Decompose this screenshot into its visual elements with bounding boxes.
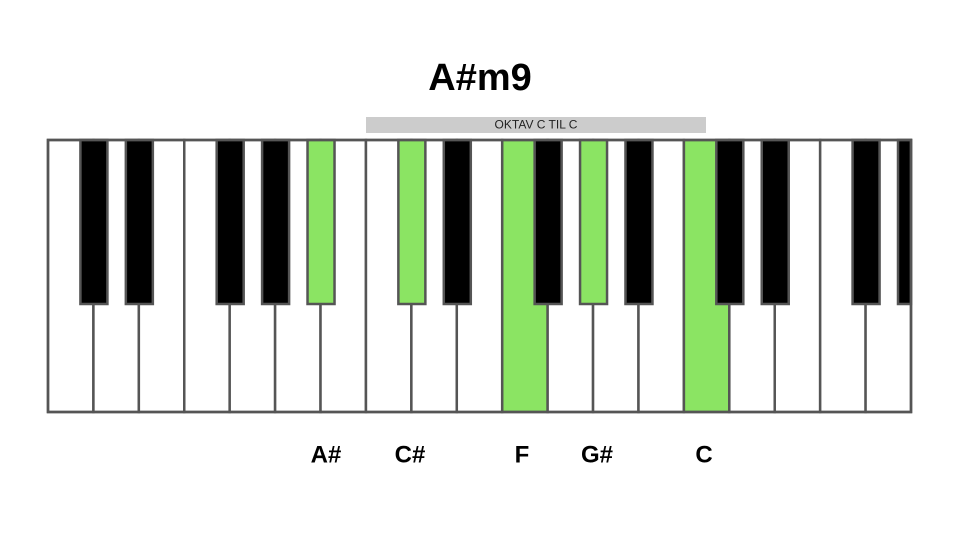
black-key xyxy=(260,138,291,306)
note-label: C xyxy=(695,441,712,468)
keyboard-frame xyxy=(46,138,913,414)
black-key xyxy=(760,138,790,306)
note-label: G# xyxy=(581,441,613,468)
octave-bar xyxy=(366,117,706,133)
note-label: A# xyxy=(311,441,342,468)
black-key xyxy=(442,138,473,306)
octave-label: OKTAV C TIL C xyxy=(495,118,578,132)
chord-title: A#m9 xyxy=(428,57,532,99)
black-key xyxy=(79,138,109,306)
black-key xyxy=(306,138,336,306)
black-key xyxy=(715,138,745,306)
note-label: C# xyxy=(395,441,426,468)
black-key xyxy=(124,138,155,306)
black-key xyxy=(851,138,881,306)
black-key xyxy=(533,138,563,306)
black-key xyxy=(215,138,245,306)
note-labels: A# C# F G# C xyxy=(311,441,713,468)
black-key xyxy=(397,138,427,306)
keyboard xyxy=(46,138,913,414)
note-label: F xyxy=(515,441,530,468)
black-key xyxy=(578,138,609,306)
black-key xyxy=(896,138,913,306)
black-key xyxy=(624,138,654,306)
